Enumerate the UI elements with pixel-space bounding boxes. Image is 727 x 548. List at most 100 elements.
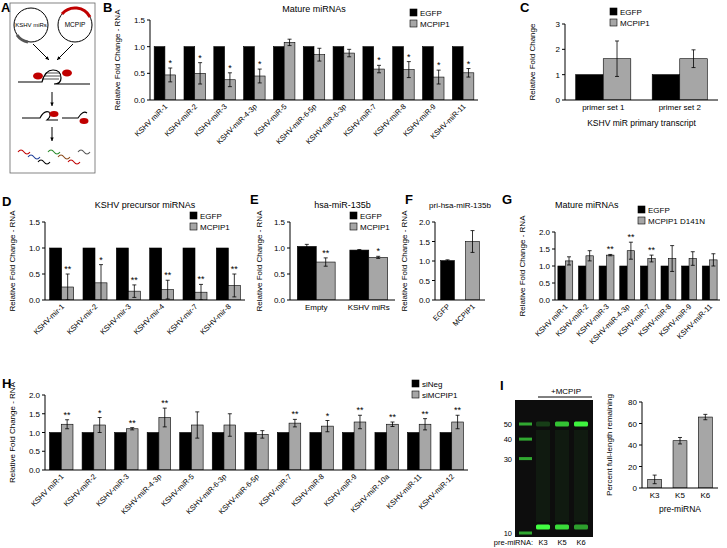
y-tick-label: 1.5 bbox=[29, 218, 41, 227]
x-axis bbox=[642, 488, 718, 489]
y-tick-label: 1.0 bbox=[29, 244, 41, 253]
ladder-label: 10 bbox=[504, 529, 512, 538]
y-axis-label: Relative Fold Change - RNA bbox=[113, 9, 122, 111]
y-tick-label: 1.5 bbox=[419, 238, 431, 247]
x-tick-label: KSHV-miR-2 bbox=[62, 472, 98, 508]
bar bbox=[565, 261, 572, 300]
legend-swatch bbox=[190, 223, 197, 230]
gel-band bbox=[536, 525, 550, 530]
bar bbox=[387, 424, 399, 470]
significance: * bbox=[169, 58, 173, 68]
y-axis-label: Relative Fold Change - RNA bbox=[255, 210, 264, 312]
y-tick-label: 0.5 bbox=[539, 279, 551, 288]
x-axis bbox=[290, 300, 395, 301]
x-axis bbox=[45, 300, 245, 301]
y-tick-label: 0.5 bbox=[274, 270, 286, 279]
y-tick bbox=[42, 274, 45, 275]
error-bar bbox=[163, 408, 167, 427]
significance: * bbox=[407, 52, 411, 62]
plot-area bbox=[558, 242, 717, 300]
lane-label: K6 bbox=[576, 538, 585, 547]
x-tick-label: KSHV-miR-11 bbox=[675, 302, 714, 341]
x-tick-label: KSHV miRs bbox=[348, 303, 390, 312]
pri-mirna bbox=[18, 70, 90, 84]
x-tick-label: KSHV-miR-6-3p bbox=[304, 102, 348, 146]
bar bbox=[652, 75, 680, 100]
arrow-head bbox=[50, 137, 53, 141]
significance: * bbox=[326, 411, 330, 421]
y-tick bbox=[147, 46, 150, 47]
bar bbox=[441, 261, 455, 300]
legend-label: MCPIP1 bbox=[200, 223, 230, 232]
y-tick-label: 1.0 bbox=[539, 262, 551, 271]
bar bbox=[661, 266, 668, 300]
bar bbox=[452, 47, 463, 100]
y-tick-label: 3 bbox=[556, 20, 561, 29]
error-bar bbox=[650, 255, 654, 262]
error-bar bbox=[588, 251, 592, 261]
y-tick-label: 0.5 bbox=[419, 277, 431, 286]
bar bbox=[393, 47, 404, 100]
error-bar bbox=[423, 419, 427, 430]
significance: * bbox=[258, 59, 262, 69]
x-tick-label: primer set 2 bbox=[659, 103, 702, 112]
x-tick-label: K5 bbox=[675, 491, 685, 500]
y-tick bbox=[432, 300, 435, 301]
bar bbox=[61, 424, 73, 470]
bar bbox=[50, 433, 62, 471]
y-tick-label: 60 bbox=[628, 420, 637, 429]
error-bar bbox=[130, 428, 134, 430]
significance: ** bbox=[129, 418, 137, 428]
panel-letter: B bbox=[103, 0, 112, 15]
error-bar bbox=[258, 69, 262, 83]
y-tick-label: 1.0 bbox=[29, 429, 41, 438]
error-bar bbox=[692, 50, 696, 68]
x-tick-label: KSHV-mir-4 bbox=[132, 302, 166, 336]
error-bar bbox=[260, 431, 264, 439]
plot-area bbox=[576, 41, 708, 100]
error-bar bbox=[228, 414, 232, 437]
gel-band bbox=[555, 422, 569, 427]
degraded-rna bbox=[38, 160, 50, 164]
error-bar bbox=[437, 70, 441, 84]
plot-area bbox=[154, 39, 474, 100]
bar bbox=[344, 53, 355, 100]
significance: ** bbox=[389, 412, 397, 422]
plasmid-label: MCPIP bbox=[65, 21, 86, 28]
legend-swatch bbox=[350, 212, 357, 219]
significance: ** bbox=[356, 405, 364, 415]
significance: * bbox=[437, 60, 441, 70]
bar bbox=[184, 47, 195, 100]
bar bbox=[257, 434, 269, 470]
y-tick-label: 0.5 bbox=[29, 270, 41, 279]
fragments bbox=[22, 112, 87, 120]
gel-band bbox=[574, 422, 588, 427]
y-tick bbox=[287, 300, 290, 301]
arrow bbox=[33, 44, 49, 60]
significance: ** bbox=[131, 275, 139, 285]
legend-label: MCPIP1 bbox=[360, 223, 390, 232]
significance: * bbox=[99, 255, 103, 265]
lane-label: K3 bbox=[538, 538, 547, 547]
y-tick-label: 1.0 bbox=[419, 257, 431, 266]
y-axis bbox=[290, 222, 291, 300]
x-tick-label: KSHV-miR-6-5p bbox=[217, 472, 261, 516]
y-tick-label: 1.5 bbox=[134, 16, 146, 25]
lane-label: K5 bbox=[557, 538, 566, 547]
significance: * bbox=[198, 53, 202, 63]
y-tick bbox=[639, 488, 642, 489]
y-tick bbox=[147, 20, 150, 21]
x-tick-label: KSHV-mir-3 bbox=[98, 302, 132, 336]
y-tick bbox=[552, 232, 555, 233]
bar bbox=[375, 433, 387, 471]
legend-swatch bbox=[412, 391, 419, 398]
bar bbox=[322, 426, 334, 470]
bar bbox=[558, 266, 565, 300]
error-bar bbox=[678, 437, 682, 443]
significance: ** bbox=[164, 270, 172, 280]
bar bbox=[682, 266, 689, 300]
significance: ** bbox=[627, 232, 635, 242]
y-tick-label: 0.0 bbox=[419, 296, 431, 305]
plot-area bbox=[441, 231, 480, 300]
y-tick-label: 1.5 bbox=[29, 410, 41, 419]
